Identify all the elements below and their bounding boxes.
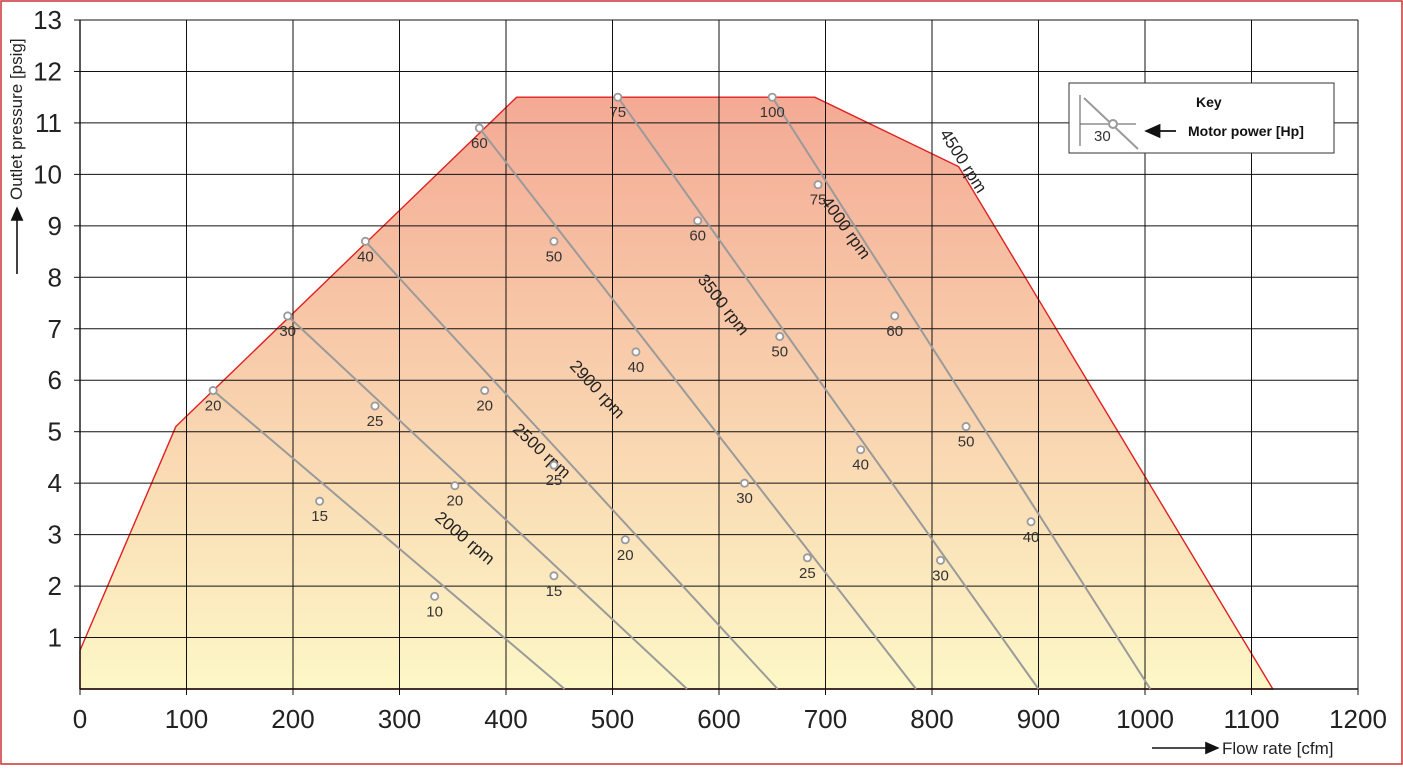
power-label: 60 [689, 228, 706, 245]
y-tick-label: 13 [33, 5, 62, 35]
power-marker [549, 236, 559, 246]
speed-line [364, 240, 779, 690]
x-tick-label: 700 [804, 704, 847, 734]
power-label: 20 [205, 398, 222, 415]
y-axis-title: Outlet pressure [psig] [7, 38, 26, 200]
speed-line [617, 96, 1040, 690]
y-tick-label: 3 [48, 520, 62, 550]
power-label: 40 [628, 359, 645, 376]
power-marker [693, 216, 703, 226]
power-label: 20 [476, 398, 493, 415]
y-tick-label: 10 [33, 159, 62, 189]
power-label: 75 [609, 104, 626, 121]
legend-box [1068, 82, 1335, 154]
power-marker [283, 311, 293, 321]
legend-key: 30 Key Motor power [Hp] [1068, 82, 1335, 154]
power-label: 50 [546, 248, 563, 265]
power-marker [208, 386, 218, 396]
power-marker [620, 535, 630, 545]
y-tick-label: 1 [48, 623, 62, 653]
power-label: 20 [617, 547, 634, 564]
x-tick-label: 900 [1017, 704, 1060, 734]
power-label: 50 [771, 343, 788, 360]
x-tick-label: 1100 [1224, 704, 1280, 734]
power-marker [802, 553, 812, 563]
power-label: 30 [932, 567, 949, 584]
x-tick-label: 600 [697, 704, 740, 734]
power-marker [631, 347, 641, 357]
power-marker [813, 180, 823, 190]
power-marker [370, 401, 380, 411]
power-marker [549, 460, 559, 470]
power-label: 15 [546, 583, 563, 600]
legend-title: Key [1196, 94, 1222, 110]
speed-line [771, 96, 1152, 690]
power-marker [1026, 517, 1036, 527]
power-marker [767, 92, 777, 102]
power-marker [856, 445, 866, 455]
power-marker [775, 331, 785, 341]
y-tick-label: 6 [48, 365, 62, 395]
power-marker [549, 571, 559, 581]
power-label: 40 [1023, 529, 1040, 546]
power-marker [360, 236, 370, 246]
legend-example-value: 30 [1094, 128, 1111, 145]
x-tick-label: 1200 [1329, 704, 1387, 734]
operating-envelope [79, 96, 1275, 690]
x-axis-title: Flow rate [cfm] [1222, 739, 1333, 758]
speed-line [478, 127, 917, 690]
x-tick-label: 0 [73, 704, 87, 734]
power-label: 60 [471, 135, 488, 152]
power-marker [961, 422, 971, 432]
speed-line [212, 389, 566, 690]
legend-description: Motor power [Hp] [1188, 123, 1304, 139]
power-marker [740, 478, 750, 488]
x-tick-label: 400 [484, 704, 527, 734]
power-label: 100 [760, 104, 785, 121]
y-tick-label: 12 [33, 56, 62, 86]
y-tick-label: 8 [48, 262, 62, 292]
x-tick-label: 300 [378, 704, 421, 734]
power-marker [450, 481, 460, 491]
power-label: 30 [736, 490, 753, 507]
power-label: 75 [810, 192, 827, 209]
power-marker [613, 92, 623, 102]
power-label: 20 [447, 493, 464, 510]
power-marker [890, 311, 900, 321]
power-label: 50 [958, 434, 975, 451]
power-marker [474, 123, 484, 133]
power-label: 30 [279, 323, 296, 340]
x-tick-label: 1000 [1116, 704, 1174, 734]
power-label: 40 [852, 457, 869, 474]
power-label: 40 [357, 248, 374, 265]
power-marker [480, 386, 490, 396]
power-label: 60 [886, 323, 903, 340]
power-label: 10 [426, 603, 443, 620]
y-tick-label: 11 [35, 108, 62, 138]
power-label: 25 [546, 472, 563, 489]
x-tick-label: 100 [165, 704, 208, 734]
power-label: 15 [311, 508, 328, 525]
y-tick-label: 9 [48, 211, 62, 241]
speed-line [286, 315, 688, 690]
x-tick-labels: 0 100 200 300 400 500 600 700 800 900 1000 1100 1200 [73, 704, 1387, 734]
grid [74, 19, 1359, 695]
power-label: 25 [367, 413, 384, 430]
power-marker [430, 591, 440, 601]
x-tick-label: 800 [910, 704, 953, 734]
legend-marker [1108, 119, 1118, 129]
x-tick-label: 500 [591, 704, 634, 734]
y-tick-label: 4 [48, 468, 62, 498]
y-tick-label: 5 [48, 417, 62, 447]
power-marker [936, 555, 946, 565]
y-tick-label: 7 [48, 314, 62, 344]
y-tick-label: 2 [48, 571, 62, 601]
x-tick-label: 200 [271, 704, 314, 734]
power-marker [315, 496, 325, 506]
power-label: 25 [799, 565, 816, 582]
